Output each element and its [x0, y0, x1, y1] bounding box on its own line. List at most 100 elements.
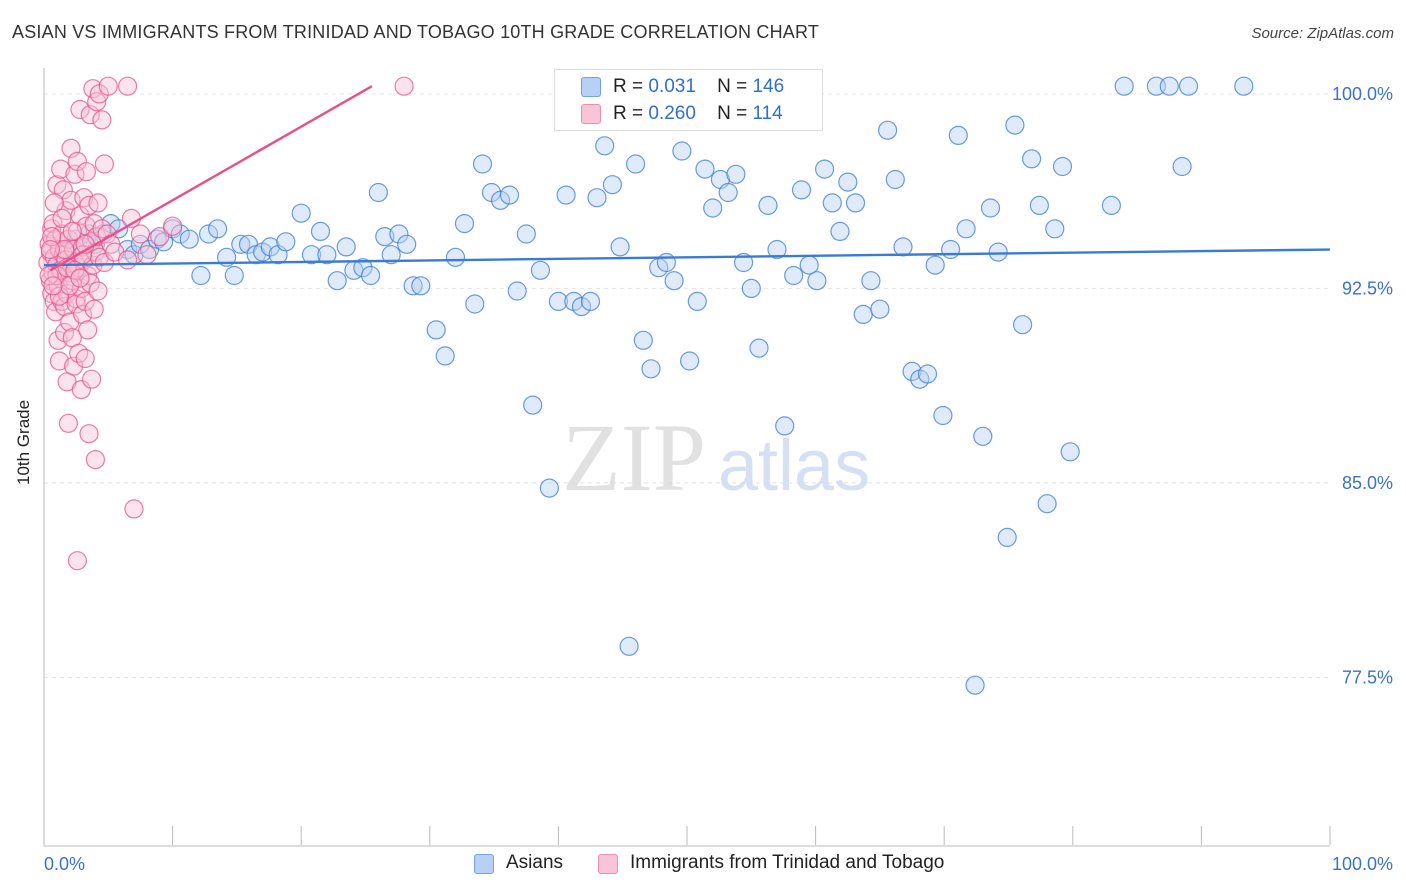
- data-point: [199, 224, 219, 244]
- data-point: [656, 252, 677, 273]
- bottom-legend-swatch-trinidad: [598, 854, 618, 874]
- data-point: [940, 239, 961, 260]
- data-point: [571, 297, 592, 317]
- data-point: [84, 299, 104, 319]
- data-point: [454, 214, 475, 234]
- data-point: [1234, 76, 1254, 96]
- axes: [43, 68, 1330, 847]
- data-point: [361, 265, 381, 286]
- legend-r-label: R =: [613, 76, 644, 97]
- data-point: [726, 164, 746, 184]
- data-point: [602, 175, 623, 195]
- data-point: [695, 159, 715, 179]
- data-point: [672, 141, 692, 161]
- data-point: [381, 245, 401, 265]
- data-point: [1012, 315, 1033, 335]
- data-point: [499, 185, 520, 205]
- watermark-zip: ZIP: [562, 404, 706, 511]
- data-point: [40, 239, 61, 260]
- data-point: [208, 219, 228, 239]
- data-point: [52, 208, 72, 228]
- y-tick-label: 92.5%: [1342, 278, 1393, 298]
- legend-r-value-trinidad: 0.260: [648, 103, 696, 124]
- data-point: [718, 182, 738, 203]
- data-point: [75, 348, 95, 369]
- data-point: [403, 276, 423, 296]
- data-point: [397, 234, 417, 254]
- data-point: [51, 159, 71, 179]
- data-point: [1029, 195, 1050, 215]
- data-point: [980, 198, 1001, 218]
- data-point: [70, 99, 90, 120]
- data-point: [69, 343, 89, 363]
- data-point: [610, 237, 630, 257]
- y-tick-label: 85.0%: [1342, 473, 1393, 493]
- data-point: [845, 193, 866, 213]
- data-point: [539, 478, 560, 498]
- legend-r-value-asians: 0.031: [648, 76, 696, 97]
- data-point: [687, 291, 707, 311]
- data-point: [853, 304, 873, 324]
- y-tick-label: 100.0%: [1332, 84, 1393, 104]
- data-point: [1114, 76, 1134, 96]
- data-point: [838, 172, 858, 192]
- data-point: [1159, 76, 1179, 96]
- data-point: [291, 203, 311, 223]
- data-point: [933, 405, 953, 426]
- data-point: [78, 320, 98, 340]
- trend-line: [43, 248, 1331, 267]
- trend-line: [49, 85, 373, 272]
- data-point: [98, 76, 118, 96]
- data-point: [260, 237, 280, 257]
- data-point: [426, 320, 446, 340]
- data-point: [368, 182, 388, 203]
- data-point: [124, 499, 144, 519]
- data-point: [49, 286, 70, 306]
- data-point: [71, 380, 91, 400]
- data-point: [925, 255, 945, 275]
- trend-lines: [43, 85, 1331, 272]
- data-point: [633, 330, 653, 350]
- data-point: [902, 361, 922, 381]
- data-point: [1060, 442, 1080, 462]
- data-point: [956, 219, 976, 239]
- data-point: [92, 219, 112, 239]
- data-point: [893, 237, 913, 257]
- y-axis-label: 10th Grade: [14, 399, 33, 485]
- data-point: [191, 265, 211, 286]
- data-point: [53, 180, 73, 200]
- data-point: [733, 252, 754, 273]
- data-point: [353, 258, 373, 278]
- data-point: [78, 265, 98, 286]
- data-point: [87, 92, 107, 112]
- data-point: [81, 369, 102, 389]
- x-tick-labels: 0.0% 100.0%: [44, 854, 1393, 874]
- data-point: [310, 221, 331, 241]
- data-point: [45, 302, 66, 322]
- data-point: [870, 299, 890, 319]
- data-point: [117, 250, 138, 270]
- chart-source: Source: ZipAtlas.com: [1251, 25, 1394, 42]
- data-point: [997, 527, 1017, 548]
- data-point: [137, 245, 157, 265]
- data-point: [85, 450, 106, 470]
- correlation-legend: R = 0.031 N = 146 R = 0.260 N = 114: [554, 69, 823, 131]
- legend-swatch-trinidad: [581, 104, 601, 124]
- data-point: [814, 159, 835, 179]
- data-point: [1101, 195, 1122, 215]
- data-point: [62, 221, 82, 241]
- data-point: [548, 291, 569, 311]
- data-point: [917, 364, 938, 384]
- data-point: [76, 162, 97, 182]
- data-point: [556, 185, 576, 205]
- data-point: [301, 245, 322, 265]
- data-point: [767, 239, 787, 260]
- data-point: [784, 265, 804, 286]
- data-point: [375, 227, 395, 247]
- data-point: [1037, 494, 1057, 514]
- data-point: [445, 247, 466, 267]
- data-point: [317, 245, 337, 265]
- data-point: [170, 224, 190, 244]
- data-point: [877, 120, 898, 140]
